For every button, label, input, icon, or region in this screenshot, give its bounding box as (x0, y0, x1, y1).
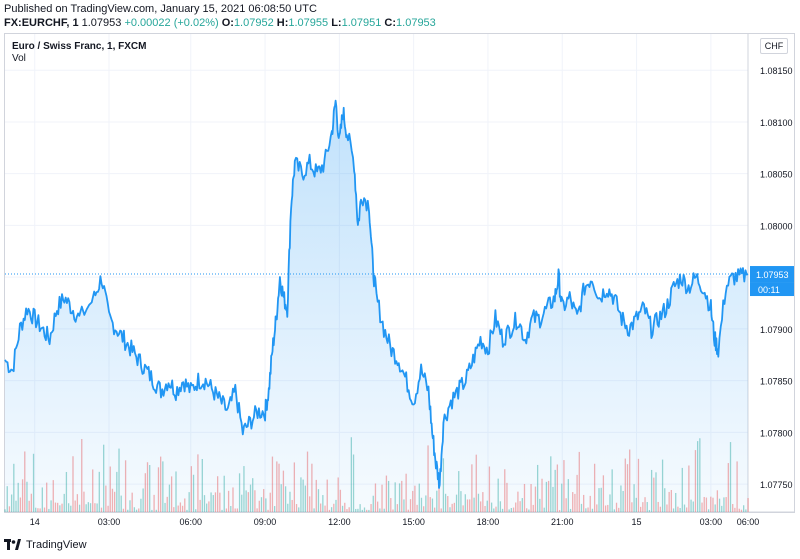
series-title: Euro / Swiss Franc, 1, FXCM (12, 41, 147, 52)
high-value: 1.07955 (288, 17, 329, 29)
x-tick-label: 03:00 (98, 517, 121, 527)
x-tick-label: 06:00 (737, 517, 760, 527)
volume-bar (747, 498, 749, 512)
price-change: +0.00022 (+0.02%) (124, 17, 219, 29)
x-tick-label: 09:00 (254, 517, 277, 527)
y-tick-label: 1.07850 (760, 377, 793, 387)
price-line (4, 99, 749, 489)
open-value: 1.07952 (233, 17, 274, 29)
symbol: FX:EURCHF, 1 (4, 17, 79, 29)
ohlc-header: FX:EURCHF, 1 1.07953 +0.00022 (+0.02%) O… (4, 17, 436, 29)
last-price: 1.07953 (81, 17, 122, 29)
currency-button[interactable]: CHF (760, 38, 788, 54)
price-area (5, 100, 748, 512)
x-tick-label: 03:00 (700, 517, 723, 527)
tradingview-icon (4, 539, 21, 550)
close-value: 1.07953 (396, 17, 436, 29)
last-price-tag-text: 1.07953 (756, 270, 789, 280)
y-tick-label: 1.07750 (760, 480, 793, 490)
y-tick-label: 1.08150 (760, 66, 793, 76)
x-tick-label: 06:00 (179, 517, 202, 527)
tradingview-logo[interactable]: TradingView (4, 539, 87, 551)
published-note: Published on TradingView.com, January 15… (4, 3, 317, 15)
close-label: C: (384, 17, 397, 29)
volume-label: Vol (12, 53, 26, 64)
y-tick-label: 1.08050 (760, 170, 793, 180)
countdown-tag (750, 282, 794, 297)
x-tick-label: 12:00 (328, 517, 351, 527)
x-tick-label: 15:00 (402, 517, 425, 527)
high-label: H: (276, 17, 289, 29)
open-label: O: (221, 17, 234, 29)
y-tick-label: 1.07900 (760, 325, 793, 335)
y-tick-label: 1.08000 (760, 221, 793, 231)
low-label: L: (331, 17, 342, 29)
y-tick-label: 1.08100 (760, 118, 793, 128)
countdown-tag-text: 00:11 (758, 285, 780, 295)
x-tick-label: 15 (632, 517, 642, 527)
last-price-tag (750, 266, 794, 283)
x-tick-label: 18:00 (477, 517, 500, 527)
x-tick-label: 14 (30, 517, 40, 527)
brand-name: TradingView (26, 539, 87, 551)
y-tick-label: 1.07800 (760, 428, 793, 438)
low-value: 1.07951 (341, 17, 382, 29)
x-tick-label: 21:00 (551, 517, 574, 527)
